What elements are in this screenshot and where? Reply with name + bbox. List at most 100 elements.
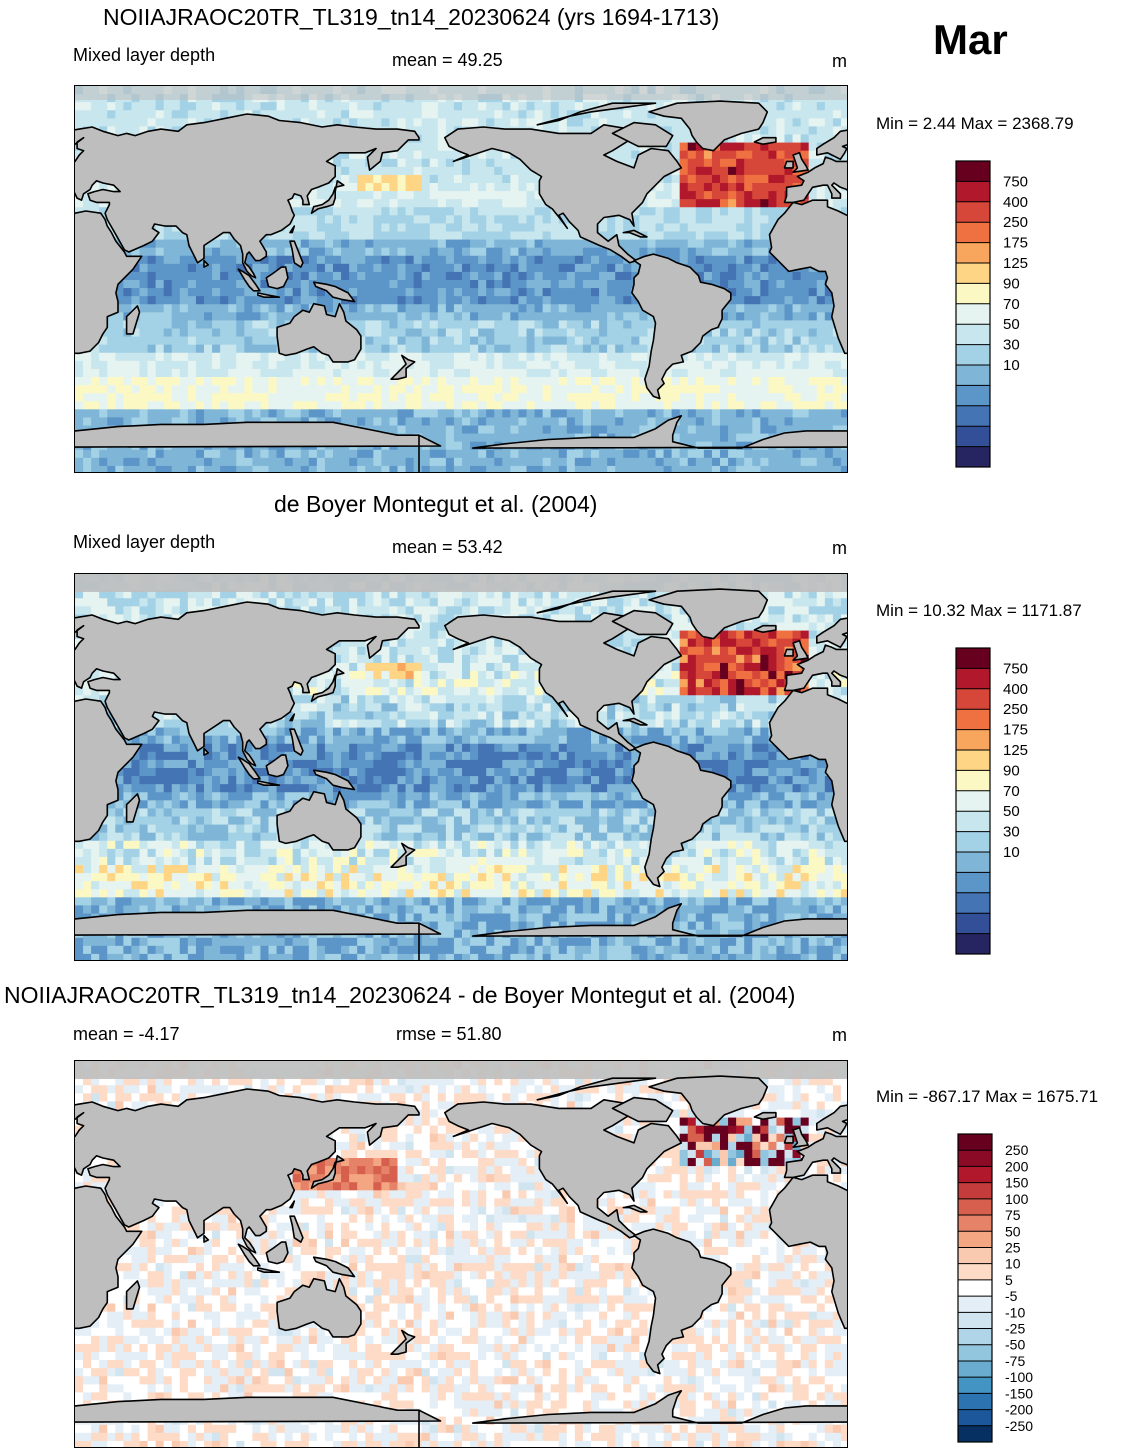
colorbar-label: 90: [1003, 762, 1020, 779]
colorbar-swatch: [956, 324, 990, 345]
colorbar-label: 400: [1003, 681, 1028, 698]
colorbar-label: 400: [1003, 194, 1028, 211]
colorbar-swatch: [958, 1344, 992, 1362]
panel2-left-label: Mixed layer depth: [73, 532, 216, 552]
colorbar-label: 100: [1005, 1191, 1029, 1207]
panel2-title: de Boyer Montegut et al. (2004): [274, 491, 598, 517]
panel2-units: m: [832, 538, 847, 558]
colorbar-swatch: [956, 852, 990, 873]
panel1-title: NOIIAJRAOC20TR_TL319_tn14_20230624 (yrs …: [103, 4, 720, 30]
colorbar-swatch: [958, 1409, 992, 1427]
colorbar-swatch: [958, 1393, 992, 1410]
colorbar-swatch: [956, 892, 990, 914]
panel2-colorbar: 750 400 250 175 125 90 70 50 30 10: [955, 647, 1055, 955]
land-layer: [75, 588, 847, 960]
colorbar-label: 70: [1003, 783, 1020, 800]
colorbar-label: 30: [1003, 337, 1020, 354]
colorbar-swatch: [956, 750, 990, 771]
colorbar-label: 5: [1005, 1272, 1013, 1288]
colorbar-swatch: [956, 405, 990, 427]
colorbar-swatch: [956, 385, 990, 407]
colorbar-swatch: [958, 1247, 992, 1264]
colorbar-swatch: [956, 729, 990, 751]
panel2-mean: mean = 53.42: [392, 537, 503, 557]
colorbar-swatch: [956, 933, 990, 955]
panel1-mean: mean = 49.25: [392, 50, 503, 70]
colorbar-swatch: [956, 446, 990, 468]
land-layer: [75, 100, 847, 472]
colorbar-swatch: [956, 181, 990, 203]
colorbar-label: -25: [1005, 1321, 1025, 1337]
colorbar-swatch: [958, 1296, 992, 1313]
colorbar-swatch: [958, 1360, 992, 1378]
colorbar-swatch: [958, 1263, 992, 1281]
colorbar-label: -10: [1005, 1304, 1025, 1320]
colorbar-swatch: [956, 161, 990, 182]
panel3-title: NOIIAJRAOC20TR_TL319_tn14_20230624 - de …: [4, 982, 796, 1008]
colorbar-label: -50: [1005, 1337, 1025, 1353]
panel1-minmax: Min = 2.44 Max = 2368.79: [876, 114, 1074, 133]
colorbar-swatch: [958, 1182, 992, 1200]
colorbar-label: 175: [1003, 235, 1028, 252]
colorbar-swatch: [956, 770, 990, 792]
panel3-rmse: rmse = 51.80: [396, 1024, 502, 1044]
colorbar-swatch: [958, 1231, 992, 1248]
colorbar-swatch: [956, 831, 990, 853]
colorbar-label: 200: [1005, 1158, 1029, 1174]
colorbar-swatch: [958, 1166, 992, 1183]
colorbar-swatch: [958, 1312, 992, 1329]
colorbar-swatch: [956, 668, 990, 690]
panel3-colorbar: 250 200 150 100 75 50 25 10 5 -5 -10 -25 -50 -75 -100-…: [957, 1133, 1057, 1443]
colorbar-label: -250: [1005, 1418, 1033, 1434]
panel1-map: [74, 85, 848, 473]
colorbar-swatch: [958, 1328, 992, 1346]
colorbar-label: 75: [1005, 1207, 1021, 1223]
colorbar-label: 50: [1003, 316, 1020, 333]
colorbar-swatch: [956, 283, 990, 305]
colorbar-swatch: [958, 1215, 992, 1232]
colorbar-label: -100: [1005, 1369, 1033, 1385]
colorbar-label: 250: [1003, 214, 1028, 231]
colorbar-swatch: [956, 872, 990, 894]
colorbar-swatch: [958, 1425, 992, 1443]
colorbar-swatch: [956, 242, 990, 264]
colorbar-label: 250: [1003, 701, 1028, 718]
land-layer: [75, 1075, 847, 1447]
colorbar-swatch: [956, 688, 990, 710]
colorbar-swatch: [956, 263, 990, 284]
panel1-colorbar: 750 400 250 175 125 90 70 50 30 10: [955, 160, 1055, 468]
panel1-left-label: Mixed layer depth: [73, 45, 216, 65]
colorbar-swatch: [956, 709, 990, 730]
panel3-mean: mean = -4.17: [73, 1024, 180, 1044]
panel3-map: [74, 1060, 848, 1448]
colorbar-swatch: [956, 201, 990, 223]
colorbar-swatch: [958, 1134, 992, 1151]
colorbar-swatch: [958, 1150, 992, 1167]
colorbar-label: 50: [1003, 803, 1020, 820]
colorbar-label: -150: [1005, 1385, 1033, 1401]
colorbar-label: 750: [1003, 173, 1028, 190]
panel3-minmax: Min = -867.17 Max = 1675.71: [876, 1087, 1099, 1106]
colorbar-label: -5: [1005, 1288, 1018, 1304]
colorbar-label: 70: [1003, 296, 1020, 313]
colorbar-swatch: [956, 648, 990, 669]
colorbar-label: 175: [1003, 722, 1028, 739]
colorbar-label: 750: [1003, 660, 1028, 677]
colorbar-swatch: [958, 1198, 992, 1216]
panel2-minmax: Min = 10.32 Max = 1171.87: [876, 601, 1082, 620]
colorbar-swatch: [956, 790, 990, 812]
colorbar-label: 10: [1003, 357, 1020, 374]
colorbar-swatch: [958, 1377, 992, 1394]
colorbar-label: 25: [1005, 1239, 1021, 1255]
colorbar-label: 150: [1005, 1175, 1029, 1191]
colorbar-label: -200: [1005, 1402, 1033, 1418]
colorbar-swatch: [956, 811, 990, 832]
colorbar-label: 50: [1005, 1223, 1021, 1239]
colorbar-label: 30: [1003, 824, 1020, 841]
colorbar-swatch: [956, 426, 990, 447]
month-label: Mar: [933, 16, 1008, 63]
panel2-map: [74, 573, 848, 961]
colorbar-label: 10: [1003, 844, 1020, 861]
colorbar-label: 250: [1005, 1142, 1029, 1158]
colorbar-swatch: [956, 344, 990, 366]
